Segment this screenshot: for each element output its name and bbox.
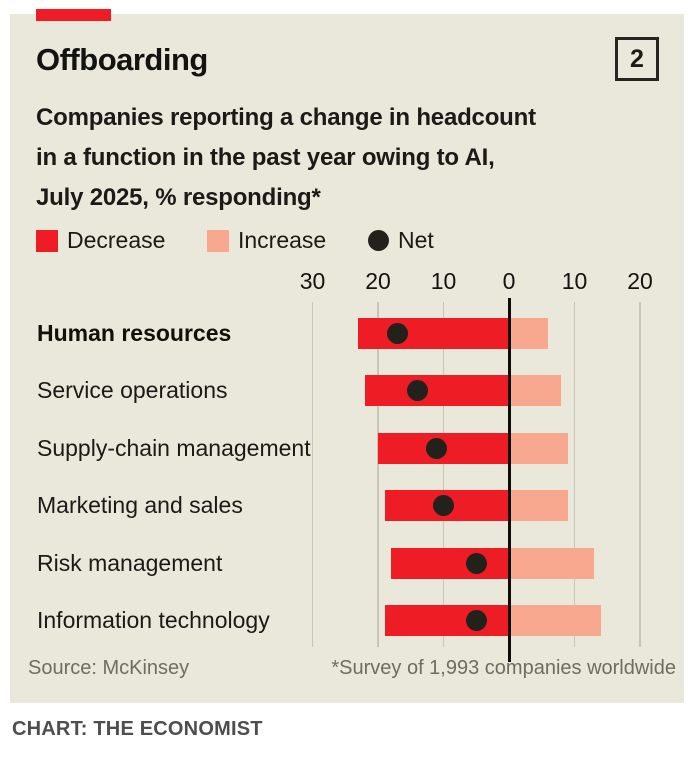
category-label: Risk management — [37, 549, 223, 576]
net-dot — [433, 495, 454, 517]
gridline — [573, 302, 576, 647]
chart-card: Offboarding 2 Companies reporting a chan… — [10, 9, 684, 703]
increase-bar — [509, 490, 568, 522]
chart-index-number: 2 — [630, 44, 644, 73]
subtitle-line: in a function in the past year owing to … — [36, 144, 495, 171]
axis-tick-label: 20 — [365, 268, 391, 294]
net-dot — [465, 610, 487, 631]
decrease-bar — [358, 318, 509, 349]
legend-label: Net — [398, 227, 434, 253]
increase-swatch-icon — [207, 229, 229, 252]
gridline — [442, 302, 445, 647]
decrease-bar — [384, 605, 509, 636]
net-dot-icon — [368, 230, 389, 251]
legend-label: Decrease — [67, 227, 166, 253]
chart-credit: CHART: THE ECONOMIST — [12, 718, 263, 740]
chart-title: Offboarding — [36, 42, 208, 77]
legend-item-decrease: Decrease — [36, 227, 165, 254]
category-label: Information technology — [37, 607, 270, 633]
net-dot — [387, 323, 409, 344]
increase-bar — [509, 547, 595, 579]
increase-bar — [509, 432, 568, 464]
source-note: Source: McKinsey — [28, 657, 190, 679]
zero-axis-line — [508, 298, 511, 662]
increase-bar — [509, 605, 601, 636]
legend-label: Increase — [238, 227, 327, 253]
category-label: Service operations — [37, 377, 228, 404]
decrease-bar — [364, 375, 509, 407]
axis-tick-label: 10 — [561, 268, 588, 294]
economist-red-tab — [36, 9, 111, 21]
axis-tick-label: 10 — [430, 268, 457, 294]
chart-subtitle: Companies reporting a change in headcoun… — [36, 98, 636, 218]
subtitle-line: Companies reporting a change in headcoun… — [36, 104, 536, 131]
increase-bar — [509, 318, 549, 349]
gridline — [639, 302, 641, 647]
category-label: Supply-chain management — [37, 434, 311, 461]
axis-tick-label: 20 — [627, 268, 653, 294]
net-dot — [426, 437, 448, 459]
legend-item-increase: Increase — [207, 227, 326, 254]
axis-tick-label: 30 — [299, 268, 326, 294]
net-dot — [406, 380, 428, 402]
chart-index-badge: 2 — [615, 37, 659, 81]
increase-bar — [509, 375, 562, 407]
category-label: Marketing and sales — [37, 492, 243, 519]
decrease-swatch-icon — [36, 229, 58, 252]
net-dot — [465, 552, 487, 574]
subtitle-line: July 2025, % responding* — [36, 184, 321, 211]
footnote: *Survey of 1,993 companies worldwide — [331, 657, 676, 679]
gridline — [311, 302, 314, 647]
chart-legend: Decrease Increase Net — [10, 227, 684, 253]
decrease-bar — [391, 547, 509, 579]
category-label: Human resources — [37, 320, 232, 346]
axis-tick-label: 0 — [502, 268, 516, 294]
gridline — [377, 302, 379, 647]
legend-item-net: Net — [368, 227, 434, 254]
